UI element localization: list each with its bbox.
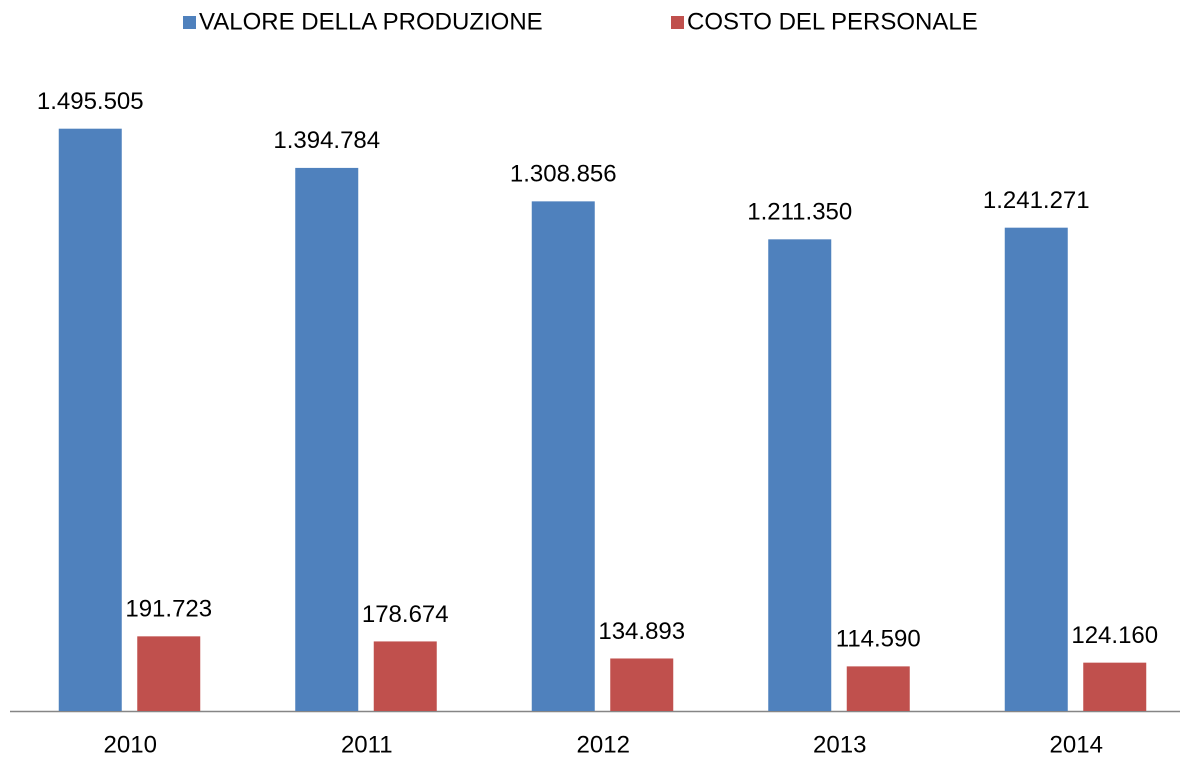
legend-swatch xyxy=(671,16,684,29)
x-tick-label: 2013 xyxy=(813,731,866,758)
data-label: 1.211.350 xyxy=(747,199,852,226)
x-tick-label: 2012 xyxy=(577,731,630,758)
data-label: 114.590 xyxy=(836,626,921,653)
legend-swatch xyxy=(183,16,196,29)
bar xyxy=(137,636,201,711)
data-label: 134.893 xyxy=(598,618,685,645)
x-tick-label: 2010 xyxy=(104,731,157,758)
x-tick-label: 2011 xyxy=(341,731,393,758)
x-tick-label: 2014 xyxy=(1050,731,1103,758)
data-label: 1.308.856 xyxy=(510,161,617,188)
bar xyxy=(1004,227,1068,711)
bar xyxy=(768,239,832,711)
data-label: 124.160 xyxy=(1071,622,1158,649)
bar xyxy=(1083,662,1147,711)
data-label: 1.241.271 xyxy=(983,187,1090,214)
data-label: 1.495.505 xyxy=(37,88,144,115)
bar xyxy=(58,128,122,711)
bar xyxy=(373,641,437,711)
data-label: 178.674 xyxy=(362,601,449,628)
legend-label: COSTO DEL PERSONALE xyxy=(687,8,978,35)
legend-label: VALORE DELLA PRODUZIONE xyxy=(199,8,543,35)
bar xyxy=(846,666,910,711)
bar xyxy=(610,658,674,711)
data-label: 191.723 xyxy=(125,596,212,623)
data-label: 1.394.784 xyxy=(273,127,380,154)
bar xyxy=(531,201,595,711)
bar xyxy=(295,167,359,711)
